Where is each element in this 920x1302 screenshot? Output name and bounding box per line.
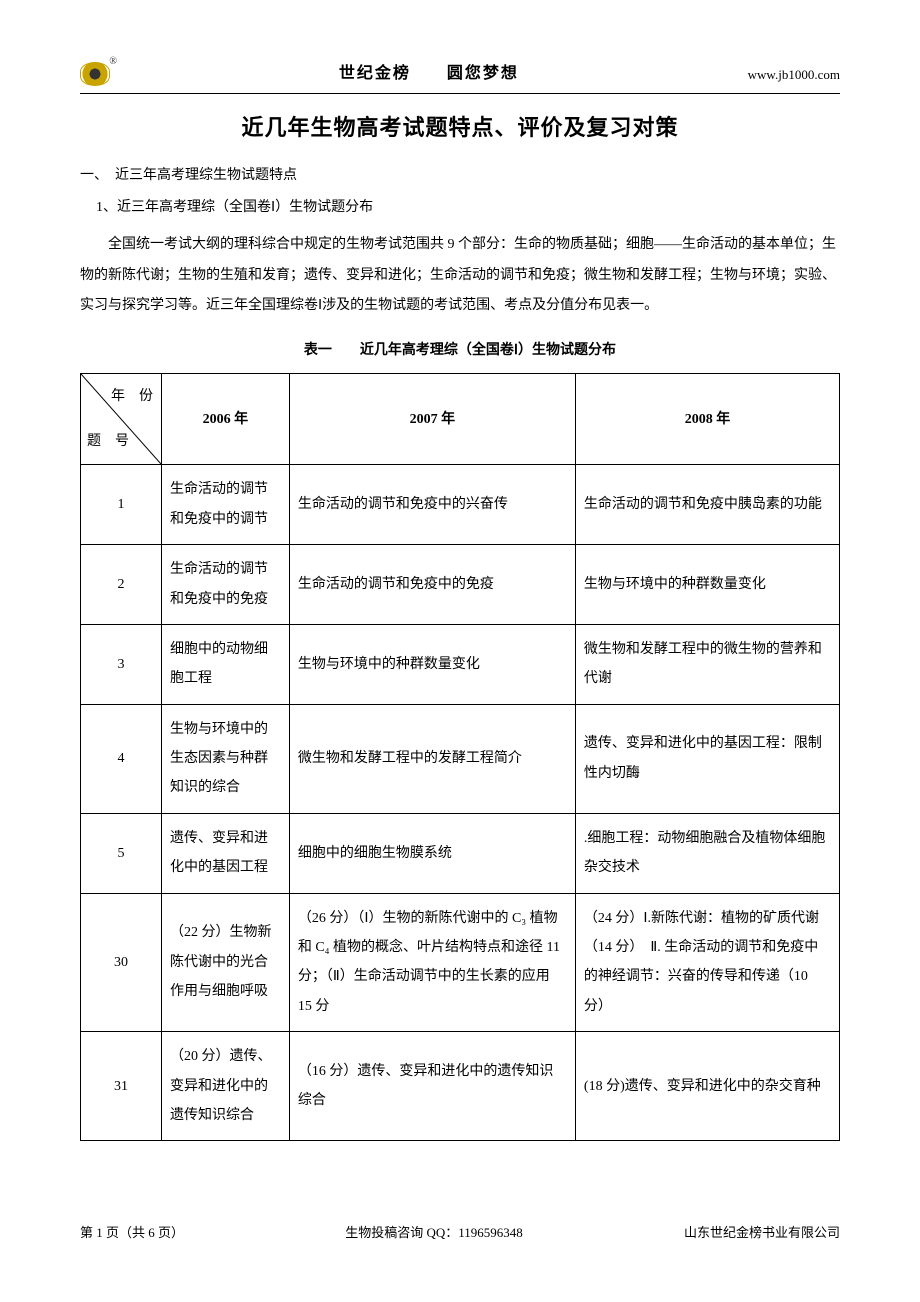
row-num: 5 — [81, 813, 162, 893]
col-2007: 2007 年 — [289, 374, 575, 465]
cell-2007: 微生物和发酵工程中的发酵工程简介 — [289, 704, 575, 813]
header-center: 世纪金榜 圆您梦想 — [339, 60, 519, 89]
cell-2007: （16 分）遗传、变异和进化中的遗传知识综合 — [289, 1032, 575, 1141]
cell-2007: 细胞中的细胞生物膜系统 — [289, 813, 575, 893]
cell-2008: 微生物和发酵工程中的微生物的营养和代谢 — [575, 624, 839, 704]
footer-page-num: 第 1 页（共 6 页） — [80, 1221, 184, 1244]
cell-2008: (18 分)遗传、变异和进化中的杂交育种 — [575, 1032, 839, 1141]
cell-2007: 生命活动的调节和免疫中的兴奋传 — [289, 465, 575, 545]
cell-2006: 生物与环境中的生态因素与种群知识的综合 — [162, 704, 290, 813]
footer-contact: 生物投稿咨询 QQ：1196596348 — [345, 1221, 523, 1244]
footer-company: 山东世纪金榜书业有限公司 — [684, 1221, 840, 1244]
cell-2006: 生命活动的调节和免疫中的免疫 — [162, 545, 290, 625]
cell-2007: 生物与环境中的种群数量变化 — [289, 624, 575, 704]
table-row: 5 遗传、变异和进化中的基因工程 细胞中的细胞生物膜系统 .细胞工程：动物细胞融… — [81, 813, 840, 893]
page-header: 世纪金榜 圆您梦想 www.jb1000.com — [80, 60, 840, 94]
cell-2006: 遗传、变异和进化中的基因工程 — [162, 813, 290, 893]
cell-2007: （26 分）（Ⅰ）生物的新陈代谢中的 C₃ 植物和 C₄ 植物的概念、叶片结构特… — [289, 893, 575, 1032]
table-row: 1 生命活动的调节和免疫中的调节 生命活动的调节和免疫中的兴奋传 生命活动的调节… — [81, 465, 840, 545]
cell-2006: （22 分）生物新陈代谢中的光合作用与细胞呼吸 — [162, 893, 290, 1032]
row-num: 4 — [81, 704, 162, 813]
col-2006: 2006 年 — [162, 374, 290, 465]
intro-paragraph: 全国统一考试大纲的理科综合中规定的生物考试范围共 9 个部分：生命的物质基础；细… — [80, 230, 840, 322]
cell-2006: （20 分）遗传、变异和进化中的遗传知识综合 — [162, 1032, 290, 1141]
row-num: 2 — [81, 545, 162, 625]
cell-2007: 生命活动的调节和免疫中的免疫 — [289, 545, 575, 625]
table-caption: 表一 近几年高考理综（全国卷Ⅰ）生物试题分布 — [80, 338, 840, 363]
section-heading-1: 一、 近三年高考理综生物试题特点 — [80, 163, 840, 188]
cell-2008: .细胞工程：动物细胞融合及植物体细胞杂交技术 — [575, 813, 839, 893]
page-footer: 第 1 页（共 6 页） 生物投稿咨询 QQ：1196596348 山东世纪金榜… — [80, 1221, 840, 1244]
row-num: 3 — [81, 624, 162, 704]
table-header-row: 年 份 题 号 2006 年 2007 年 2008 年 — [81, 374, 840, 465]
table-row: 31 （20 分）遗传、变异和进化中的遗传知识综合 （16 分）遗传、变异和进化… — [81, 1032, 840, 1141]
table-row: 2 生命活动的调节和免疫中的免疫 生命活动的调节和免疫中的免疫 生物与环境中的种… — [81, 545, 840, 625]
table-row: 4 生物与环境中的生态因素与种群知识的综合 微生物和发酵工程中的发酵工程简介 遗… — [81, 704, 840, 813]
logo-icon — [80, 62, 110, 86]
diag-year-label: 年 份 — [111, 382, 153, 411]
page-title: 近几年生物高考试题特点、评价及复习对策 — [80, 108, 840, 148]
cell-2008: （24 分）Ⅰ.新陈代谢：植物的矿质代谢（14 分） Ⅱ. 生命活动的调节和免疫… — [575, 893, 839, 1032]
header-url: www.jb1000.com — [748, 63, 840, 86]
diagonal-header: 年 份 题 号 — [81, 374, 162, 465]
diag-question-label: 题 号 — [87, 427, 129, 456]
brand-slogan: 圆您梦想 — [447, 65, 519, 82]
col-2008: 2008 年 — [575, 374, 839, 465]
cell-2006: 细胞中的动物细胞工程 — [162, 624, 290, 704]
table-row: 3 细胞中的动物细胞工程 生物与环境中的种群数量变化 微生物和发酵工程中的微生物… — [81, 624, 840, 704]
cell-2006: 生命活动的调节和免疫中的调节 — [162, 465, 290, 545]
brand-name: 世纪金榜 — [339, 65, 411, 82]
distribution-table: 年 份 题 号 2006 年 2007 年 2008 年 1 生命活动的调节和免… — [80, 373, 840, 1141]
cell-2008: 生物与环境中的种群数量变化 — [575, 545, 839, 625]
cell-2008: 遗传、变异和进化中的基因工程：限制性内切酶 — [575, 704, 839, 813]
section-subheading-1: 1、近三年高考理综（全国卷Ⅰ）生物试题分布 — [96, 195, 840, 220]
row-num: 1 — [81, 465, 162, 545]
row-num: 30 — [81, 893, 162, 1032]
table-row: 30 （22 分）生物新陈代谢中的光合作用与细胞呼吸 （26 分）（Ⅰ）生物的新… — [81, 893, 840, 1032]
row-num: 31 — [81, 1032, 162, 1141]
cell-2008: 生命活动的调节和免疫中胰岛素的功能 — [575, 465, 839, 545]
